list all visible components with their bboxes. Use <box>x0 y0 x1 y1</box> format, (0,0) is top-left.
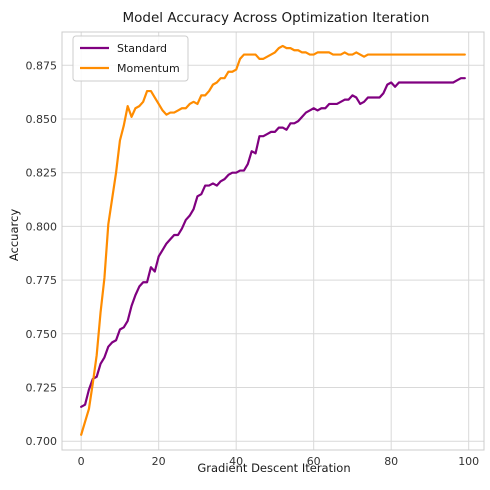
y-tick-label: 0.825 <box>26 167 58 180</box>
chart-title: Model Accuracy Across Optimization Itera… <box>123 10 430 26</box>
y-axis-ticks: 0.700 0.725 0.750 0.775 0.800 0.825 0.850 0.875 <box>26 59 58 448</box>
x-tick-label: 80 <box>384 455 398 468</box>
x-tick-label: 0 <box>78 455 85 468</box>
y-tick-label: 0.850 <box>26 113 58 126</box>
x-axis-label: Gradient Descent Iteration <box>197 461 350 475</box>
series-line-momentum <box>80 44 466 436</box>
series-lines <box>80 44 466 436</box>
y-tick-label: 0.725 <box>26 381 58 394</box>
x-tick-label: 60 <box>307 455 321 468</box>
x-tick-label: 40 <box>229 455 243 468</box>
y-tick-label: 0.700 <box>26 435 58 448</box>
legend: Standard Momentum <box>72 35 189 82</box>
legend-label-momentum: Momentum <box>117 62 180 75</box>
plot-area-frame <box>61 31 485 451</box>
y-tick-label: 0.775 <box>26 274 58 287</box>
grid-lines <box>62 32 484 450</box>
x-tick-label: 20 <box>152 455 166 468</box>
x-tick-label: 100 <box>458 455 479 468</box>
y-tick-label: 0.800 <box>26 220 58 233</box>
y-tick-label: 0.750 <box>26 328 58 341</box>
y-axis-label: Accuarcy <box>7 209 21 261</box>
x-axis-ticks: 0 20 40 60 80 100 <box>78 455 480 468</box>
series-line-standard <box>80 77 466 408</box>
y-tick-label: 0.875 <box>26 59 58 72</box>
legend-label-standard: Standard <box>117 42 167 55</box>
